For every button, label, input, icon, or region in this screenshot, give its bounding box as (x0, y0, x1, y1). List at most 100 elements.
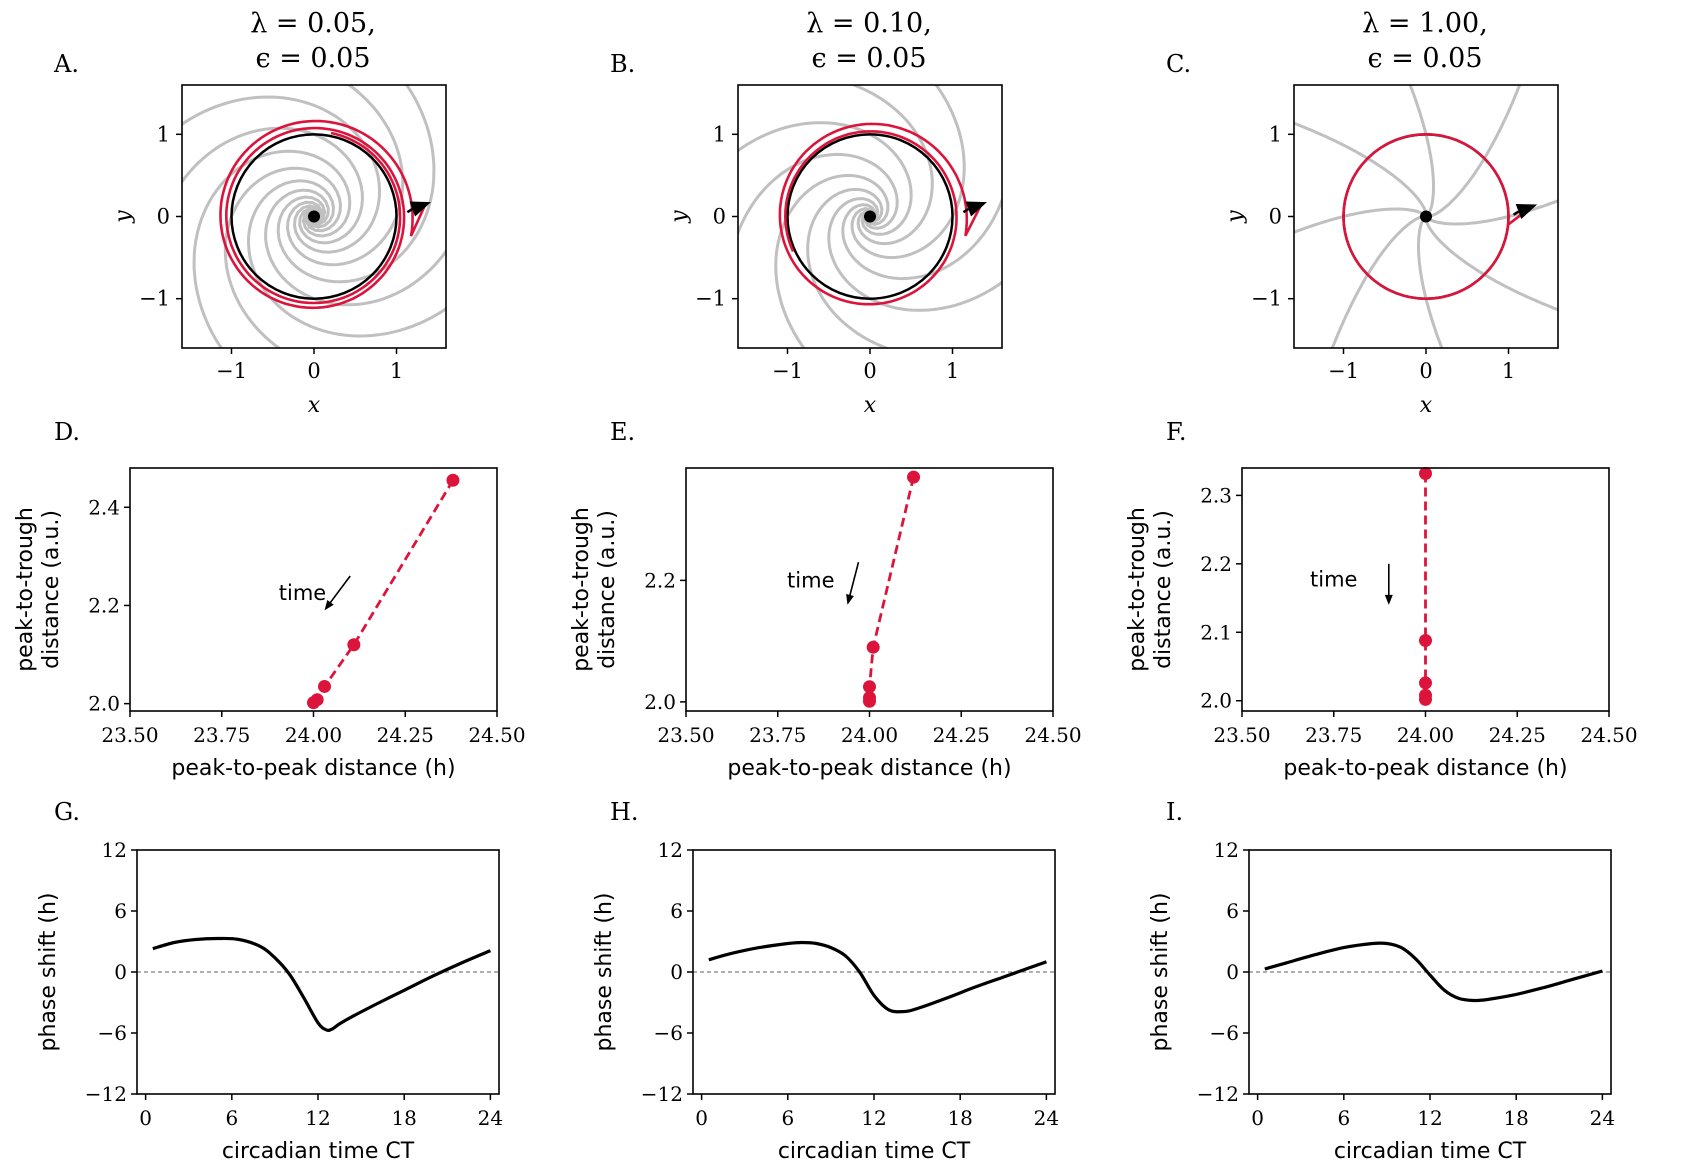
data-point (1419, 466, 1432, 480)
panel-a: −1 −1 0 0 1 1 x y (111, 84, 447, 418)
title-b-line2: ϵ = 0.05 (811, 43, 926, 74)
x-tick-label: 24.00 (841, 723, 898, 747)
y-tick-label: −12 (641, 1082, 683, 1106)
panel-letter-d: D. (54, 418, 80, 446)
y-axis-label: phase shift (h) (592, 893, 617, 1052)
axes-frame (692, 849, 1056, 1095)
isochron-line (192, 149, 352, 348)
y-tick-label: 2.0 (644, 690, 676, 714)
isochron-line (1424, 217, 1558, 312)
y-axis-label: y (667, 210, 692, 224)
y-tick-label: −6 (98, 1021, 127, 1045)
data-point (318, 679, 332, 693)
panel-f: time 23.50 23.75 24.00 24.25 24.50 2.0 2.1 2.2 2.… (1125, 466, 1638, 781)
dashed-connector (868, 476, 915, 702)
panel-letter-c: C. (1166, 50, 1191, 78)
x-axis-label: x (1420, 393, 1433, 418)
isochron-line (223, 166, 343, 348)
data-point (446, 473, 460, 487)
panel-b: −1 −1 0 0 1 1 x y (667, 84, 1003, 418)
x-tick-label: 24 (1034, 1106, 1059, 1130)
x-axis-label: peak-to-peak distance (h) (727, 756, 1011, 781)
y-tick-label: 6 (670, 899, 683, 923)
fixed-point-marker (864, 210, 876, 223)
axes-frame (1248, 849, 1612, 1095)
x-tick-label: 24.25 (1489, 723, 1546, 747)
x-tick-label: 12 (1417, 1106, 1442, 1130)
panel-c: −1 −1 0 0 1 1 x y (1223, 84, 1559, 418)
time-annotation: time (787, 568, 834, 592)
arrow-head (1515, 204, 1538, 220)
panel-e: time 23.50 23.75 24.00 24.25 24.50 2.0 2.2 peak-… (569, 467, 1082, 781)
y-tick-label: −12 (85, 1082, 127, 1106)
time-arrow-head (1384, 594, 1393, 605)
x-tick-label: 24.25 (933, 723, 990, 747)
fixed-point-marker (1420, 210, 1432, 223)
plot-area-b (738, 85, 1002, 348)
x-tick-label: 6 (225, 1106, 238, 1130)
x-tick-label: 12 (305, 1106, 330, 1130)
panel-i: 0 6 12 18 24 12 6 0 −6 −12 circadian time CT phase … (1148, 838, 1615, 1160)
x-tick-label: 24.50 (1580, 723, 1637, 747)
trajectory-spiral (219, 119, 427, 310)
isochron-line (182, 95, 382, 254)
axes-frame (1241, 467, 1610, 712)
trajectory-spiral (1342, 133, 1533, 300)
trajectory-spiral (778, 122, 983, 306)
y-tick-label: 2.3 (1200, 483, 1232, 507)
y-tick-label: −12 (1197, 1082, 1239, 1106)
data-point (1419, 692, 1432, 706)
x-tick-label: 0 (695, 1106, 708, 1130)
y-axis-label-line2: distance (a.u.) (39, 510, 64, 669)
y-tick-label: 0 (1269, 205, 1282, 229)
x-tick-label: 24.50 (468, 723, 525, 747)
x-axis-label: circadian time CT (778, 1139, 971, 1160)
y-tick-label: 2.4 (88, 495, 120, 519)
phase-response-curve (152, 936, 492, 1033)
time-annotation: time (279, 581, 326, 605)
data-point (347, 638, 361, 652)
panel-letter-h: H. (610, 798, 639, 826)
x-tick-label: 6 (1337, 1106, 1350, 1130)
panel-d: time 23.50 23.75 24.00 24.25 24.50 2.0 2.2 2.4 pe… (13, 467, 526, 781)
isochron-line (841, 196, 1002, 281)
isochron-line (827, 197, 1002, 312)
isochron-line (1408, 85, 1435, 217)
x-tick-label: 24 (1590, 1106, 1615, 1130)
y-tick-label: −1 (139, 287, 170, 311)
x-tick-label: −1 (1328, 359, 1359, 383)
x-tick-label: 0 (139, 1106, 152, 1130)
x-tick-label: 18 (391, 1106, 416, 1130)
y-tick-label: 0 (713, 205, 726, 229)
x-axis-label: circadian time CT (1334, 1139, 1527, 1160)
y-axis-label-line1: peak-to-trough (13, 507, 38, 672)
axes-frame (737, 84, 1003, 349)
y-axis-label: phase shift (h) (1148, 893, 1173, 1052)
time-arrow-head (324, 599, 334, 611)
isochron-line (1330, 214, 1425, 348)
plot-area-i (1249, 941, 1611, 1003)
title-b-line1: λ = 0.10, (806, 8, 932, 39)
y-tick-label: −1 (1251, 287, 1282, 311)
x-tick-label: 0 (1419, 359, 1432, 383)
y-tick-label: 12 (102, 838, 127, 862)
arrow-shaft (1512, 210, 1520, 216)
y-tick-label: −6 (654, 1021, 683, 1045)
isochron-line (806, 187, 891, 348)
title-c-line2: ϵ = 0.05 (1367, 43, 1482, 74)
arrow-head (965, 201, 987, 217)
plot-area-h (693, 940, 1055, 1014)
isochron-line (246, 179, 446, 338)
x-tick-label: 0 (863, 359, 876, 383)
x-tick-label: 24 (478, 1106, 503, 1130)
y-axis-label: phase shift (h) (36, 893, 61, 1052)
panel-g: 0 6 12 18 24 12 6 0 −6 −12 circadian time CT phase … (36, 838, 503, 1160)
axes-frame (136, 849, 500, 1095)
data-point (1419, 676, 1432, 690)
plot-area-g (137, 936, 499, 1033)
x-axis-label: x (864, 393, 877, 418)
plot-area-a (182, 85, 446, 348)
y-tick-label: 2.2 (1200, 552, 1232, 576)
isochron-line (1417, 216, 1444, 348)
panel-letter-f: F. (1166, 418, 1187, 446)
